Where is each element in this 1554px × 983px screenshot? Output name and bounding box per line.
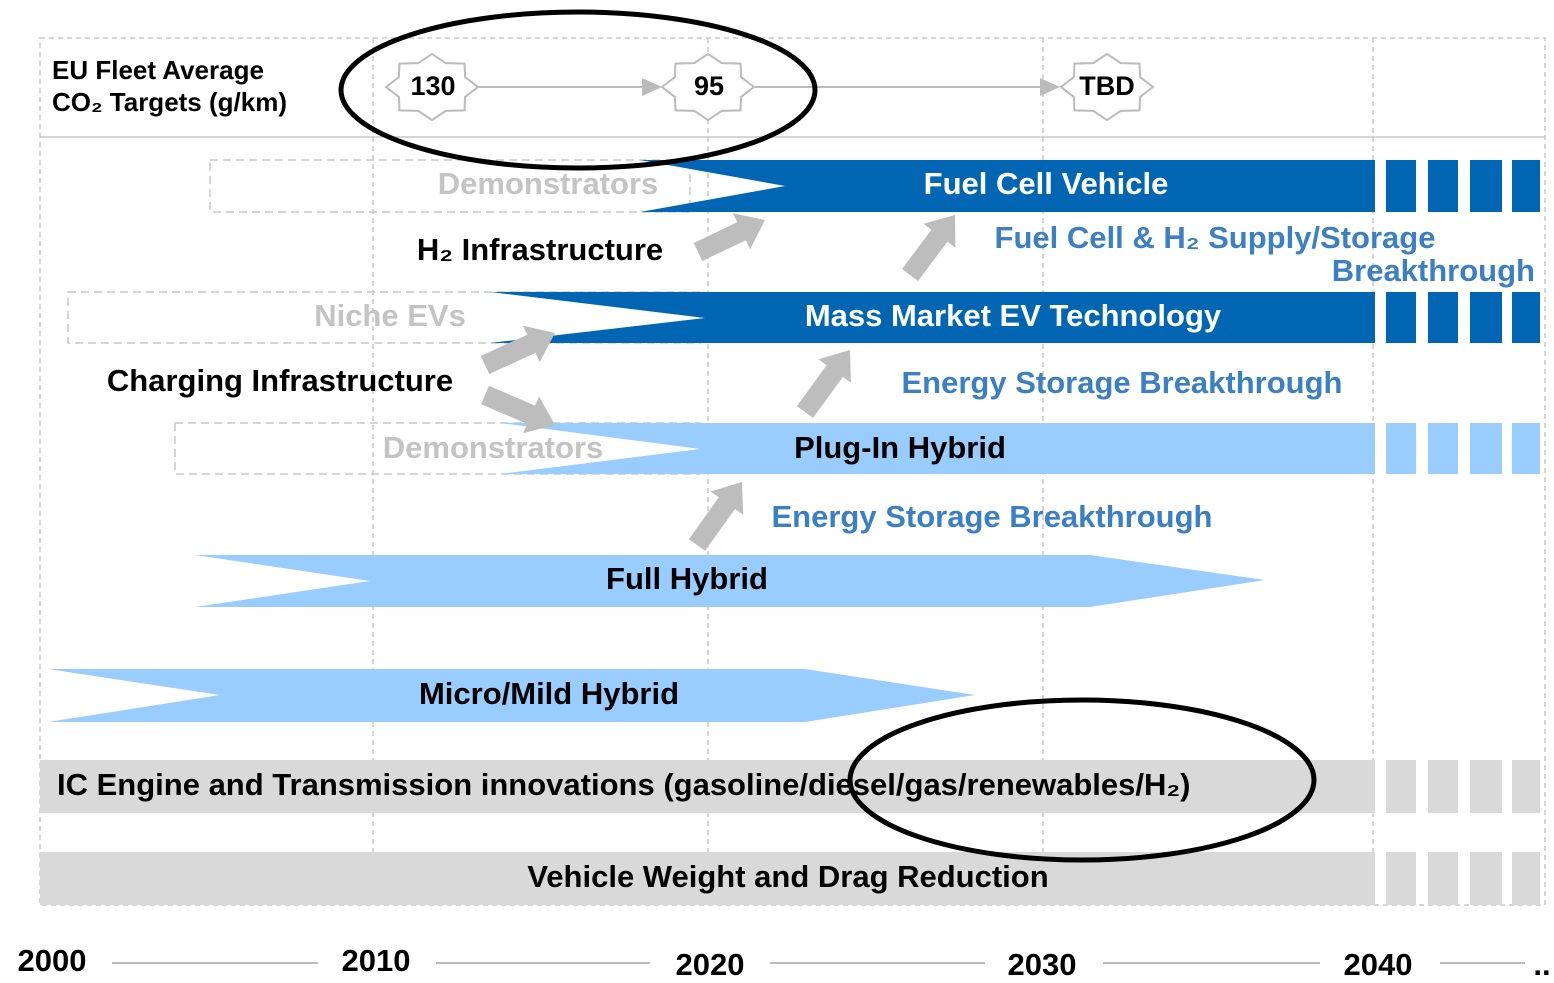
breakthrough-label: Fuel Cell & H₂ Supply/Storage xyxy=(995,220,1436,255)
ev-bar xyxy=(490,292,1375,343)
year-label: 2040 xyxy=(1344,947,1413,982)
transition-arrow xyxy=(796,350,851,418)
arrowhead xyxy=(1040,78,1060,96)
year-label: 2020 xyxy=(676,947,745,982)
year-label: 2030 xyxy=(1008,947,1077,982)
precursor-outline xyxy=(209,159,691,213)
bar-label: Full Hybrid xyxy=(606,561,768,596)
target-value: 95 xyxy=(694,71,724,101)
phev-bar xyxy=(500,423,1375,474)
stripe xyxy=(1512,760,1540,813)
year-label: 2010 xyxy=(342,943,411,978)
mild-hybrid-arrow xyxy=(48,669,975,722)
bar-label: Micro/Mild Hybrid xyxy=(419,676,679,711)
stripe xyxy=(1428,292,1458,343)
precursor-label: Demonstrators xyxy=(383,430,604,465)
target-value: TBD xyxy=(1079,71,1135,101)
stripe xyxy=(1512,292,1540,343)
breakthrough-label: Energy Storage Breakthrough xyxy=(902,365,1343,400)
stripe xyxy=(1512,423,1540,474)
transition-arrow xyxy=(693,213,765,261)
stripe xyxy=(1428,160,1458,212)
transition-arrow xyxy=(481,385,555,434)
year-label: 2000 xyxy=(18,943,87,978)
stripe xyxy=(1512,852,1540,905)
stripe xyxy=(1470,760,1502,813)
weight-bar xyxy=(40,852,1375,905)
infrastructure-label: Charging Infrastructure xyxy=(107,363,453,398)
stripe xyxy=(1386,160,1416,212)
ic-engine-bar xyxy=(40,760,1375,813)
bar-label: Fuel Cell Vehicle xyxy=(924,166,1169,201)
arrowhead xyxy=(642,78,662,96)
breakthrough-label: Breakthrough xyxy=(1332,253,1535,288)
targets-label: CO₂ Targets (g/km) xyxy=(52,87,287,117)
stripe xyxy=(1470,423,1502,474)
infrastructure-label: H₂ Infrastructure xyxy=(417,232,663,267)
stripe xyxy=(1386,423,1416,474)
stripe xyxy=(1386,760,1416,813)
precursor-label: Demonstrators xyxy=(438,166,659,201)
highlight-ellipse xyxy=(338,9,818,171)
stripe xyxy=(1470,292,1502,343)
fuel-cell-bar xyxy=(640,160,1375,212)
stripe xyxy=(1428,852,1458,905)
breakthrough-label: Energy Storage Breakthrough xyxy=(772,499,1213,534)
stripe xyxy=(1386,292,1416,343)
bar-label: Vehicle Weight and Drag Reduction xyxy=(527,859,1048,894)
stripe xyxy=(1428,423,1458,474)
year-label: .. xyxy=(1533,947,1550,982)
stripe xyxy=(1386,852,1416,905)
targets-label: EU Fleet Average xyxy=(52,55,264,85)
transition-arrow xyxy=(902,215,956,281)
target-value: 130 xyxy=(410,71,455,101)
stripe xyxy=(1428,760,1458,813)
stripe xyxy=(1470,160,1502,212)
bar-label: Plug-In Hybrid xyxy=(794,430,1006,465)
stripe xyxy=(1512,160,1540,212)
bar-label: Mass Market EV Technology xyxy=(805,298,1222,333)
bar-label: IC Engine and Transmission innovations (… xyxy=(57,767,1191,802)
precursor-label: Niche EVs xyxy=(314,298,466,333)
stripe xyxy=(1470,852,1502,905)
transition-arrow xyxy=(480,325,555,375)
transition-arrow xyxy=(688,482,744,551)
target-badge xyxy=(384,52,480,122)
target-badge xyxy=(660,52,756,122)
target-badge xyxy=(1059,52,1155,122)
full-hybrid-arrow xyxy=(195,555,1265,607)
highlight-ellipse xyxy=(847,697,1317,863)
